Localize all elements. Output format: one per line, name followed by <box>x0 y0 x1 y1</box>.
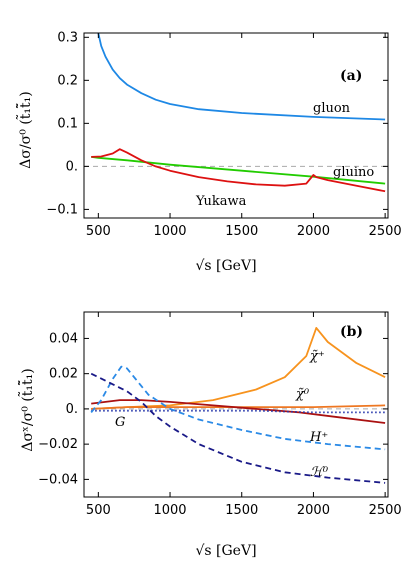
y-tick-label-b-3: 0.02 <box>49 367 78 382</box>
panel-tag-a: (a) <box>340 68 362 84</box>
x-tick-label-a-2500: 2500 <box>369 224 402 239</box>
series-line-b-4 <box>90 365 386 451</box>
plot-area-b: 500 1000 1500 2000 2500 −0.04 −0.02 0. 0.02 0.04 <box>38 311 402 518</box>
series-label-chi-plus: χ̃⁺ <box>309 349 325 364</box>
series-line-b-0 <box>91 327 386 410</box>
y-tick-label-a-1: 0. <box>66 159 78 174</box>
series-line-a-2 <box>91 148 386 193</box>
y-tick-label-b-2: 0. <box>66 402 78 417</box>
series-line-a-0 <box>97 33 386 121</box>
series-line-a-1 <box>91 156 386 185</box>
series-line-b-2 <box>91 399 386 424</box>
x-tick-label-a-2000: 2000 <box>297 224 330 239</box>
y-tick-label-a-2: 0.1 <box>57 116 78 131</box>
x-tick-label-b-1000: 1000 <box>153 503 186 518</box>
series-label-chi-zero: χ̃⁰ <box>295 387 310 402</box>
x-tick-label-b-2000: 2000 <box>297 503 330 518</box>
panel-tag-b: (b) <box>340 324 363 340</box>
y-axis-title-a: Δσ/σ⁰ (t̃₁t̃̄₁) <box>15 91 34 168</box>
y-tick-label-a-3: 0.2 <box>57 73 78 88</box>
x-axis-title-b: √s [GeV] <box>195 543 256 559</box>
series-label-gluino: gluino <box>333 165 374 180</box>
y-tick-label-a-4: 0.3 <box>57 30 78 45</box>
series-line-b-3 <box>91 409 386 414</box>
series-label-h-plus: H⁺ <box>309 430 328 445</box>
y-tick-label-b-0: −0.04 <box>38 472 78 487</box>
series-label-h-zero: ℋ⁰ <box>310 465 329 480</box>
y-axis-title-b: Δσˣ/σ⁰ (t̃₁t̃̄₁) <box>17 368 36 451</box>
series-label-yukawa: Yukawa <box>195 194 247 209</box>
series-label-g: G <box>115 415 125 430</box>
x-tick-label-a-1500: 1500 <box>225 224 258 239</box>
y-tick-label-a-0: −0.1 <box>46 202 78 217</box>
x-tick-label-a-1000: 1000 <box>153 224 186 239</box>
panel-b: 500 1000 1500 2000 2500−0.04−0.020.0.020.04 … <box>17 311 402 559</box>
x-tick-label-a-500: 500 <box>86 224 111 239</box>
x-tick-label-b-2500: 2500 <box>369 503 402 518</box>
plot-frame-b <box>83 311 389 498</box>
x-tick-label-b-1500: 1500 <box>225 503 258 518</box>
panel-a: 500 1000 1500 2000 2500 −0.1 0. 0.1 0.2 0.3 (a) g… <box>15 30 402 274</box>
plot-frame-a <box>83 32 389 219</box>
x-axis-title-a: √s [GeV] <box>195 258 256 274</box>
plot-area-a: 500 1000 1500 2000 2500 −0.1 0. 0.1 0.2 0.3 <box>46 30 401 239</box>
x-tick-label-b-500: 500 <box>86 503 111 518</box>
y-tick-label-b-1: −0.02 <box>38 437 78 452</box>
series-line-b-1 <box>91 404 386 410</box>
series-label-gluon: gluon <box>313 101 351 116</box>
y-tick-label-b-4: 0.04 <box>49 331 78 346</box>
